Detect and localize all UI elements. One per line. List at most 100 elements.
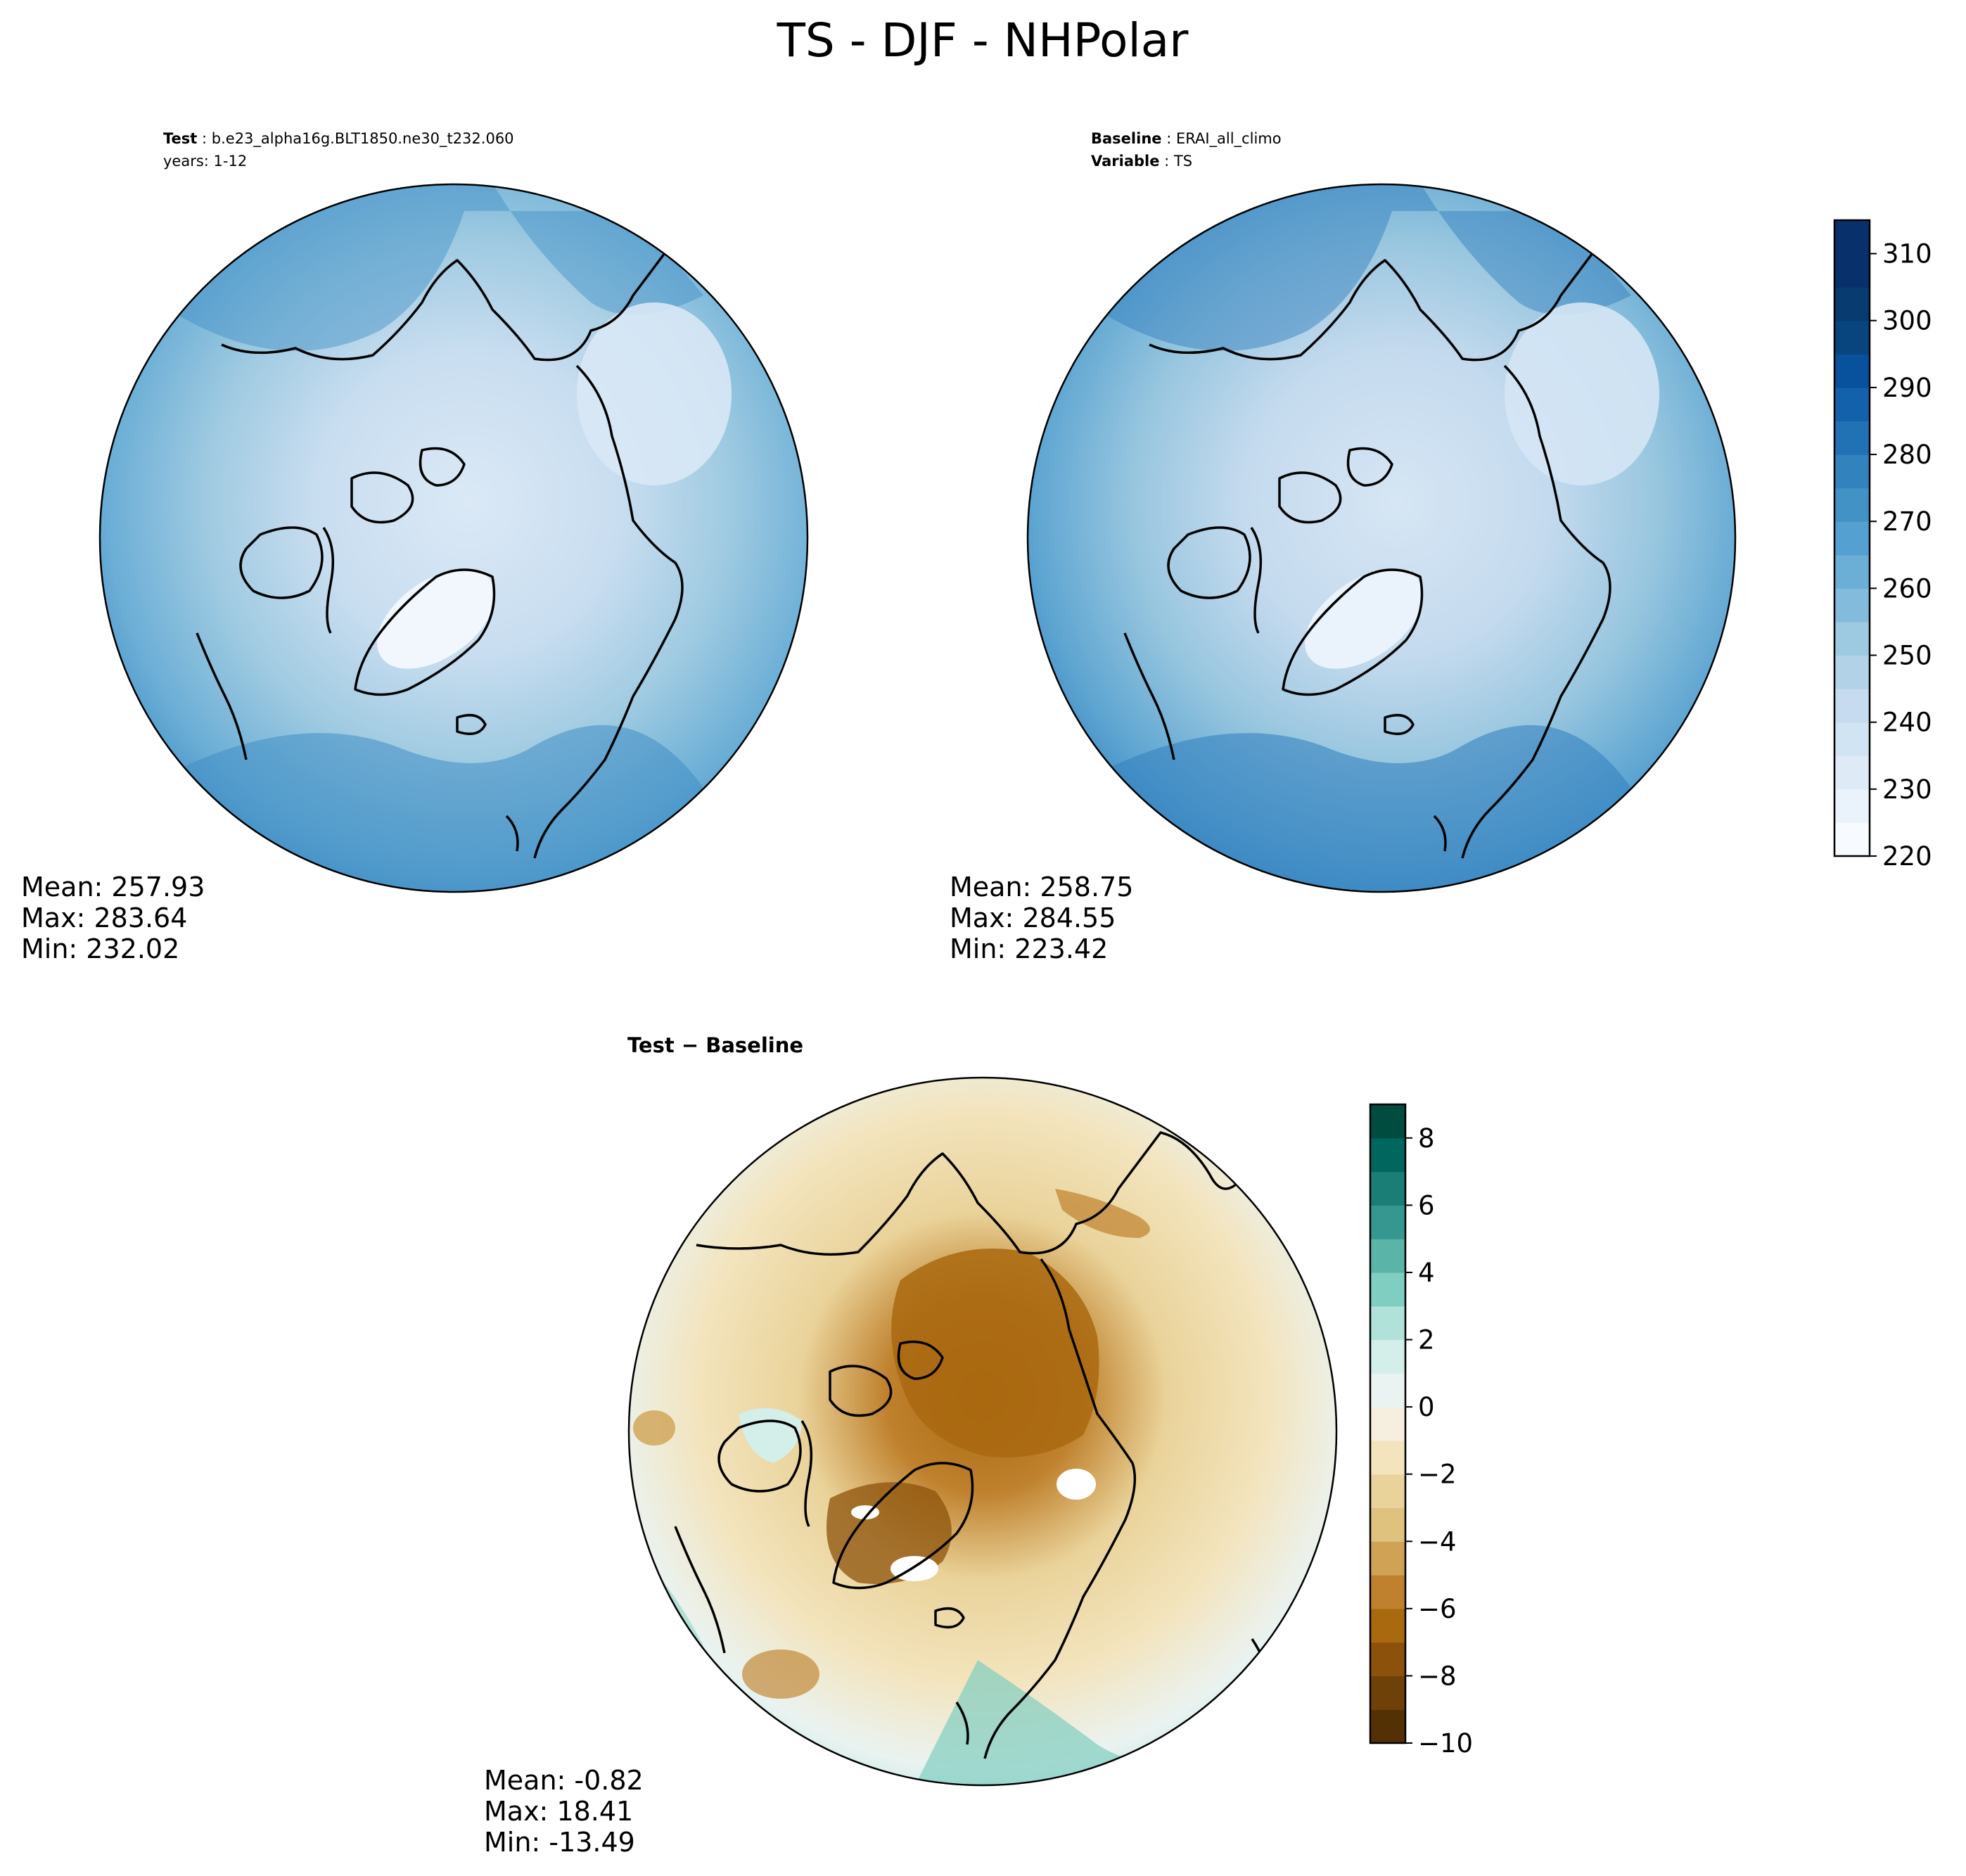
panel-baseline-coastlines <box>1123 238 1724 859</box>
panel-test-header-key: Test <box>163 130 197 147</box>
panel-baseline-map <box>1028 184 1735 892</box>
colorbar-diff-tick-label: 0 <box>1418 1392 1435 1422</box>
colorbar-diff-tick-label: 2 <box>1418 1325 1435 1355</box>
panel-baseline-max: Max: 284.55 <box>950 902 1116 933</box>
colorbar-ts-tick-label: 250 <box>1882 641 1932 671</box>
colorbar-ts-band <box>1834 588 1870 623</box>
colorbar-diff-band <box>1370 1306 1405 1341</box>
colorbar-diff-band <box>1370 1575 1405 1609</box>
colorbar-diff-tick-label: 4 <box>1418 1258 1435 1288</box>
panel-baseline-header-2: Variable : TS <box>1091 153 1192 170</box>
colorbar-diff-band <box>1370 1272 1405 1307</box>
panel-baseline-min: Min: 223.42 <box>950 933 1108 964</box>
colorbar-ts-band <box>1834 755 1870 790</box>
colorbar-ts-tick-label: 290 <box>1882 373 1932 403</box>
colorbar-diff-band <box>1370 1171 1405 1206</box>
colorbar-diff-band <box>1370 1507 1405 1542</box>
colorbar-ts-band <box>1834 655 1870 689</box>
panel-baseline-header-key: Baseline <box>1091 130 1162 147</box>
colorbar-diff-band <box>1370 1541 1405 1576</box>
panel-baseline-map-border <box>1026 183 1737 893</box>
panel-test-header: Test : b.e23_alpha16g.BLT1850.ne30_t232.… <box>163 130 514 148</box>
diff-contour-negative-siberia <box>1055 1189 1150 1238</box>
panel-test-mean: Mean: 257.93 <box>21 872 205 902</box>
panel-diff-title: Test − Baseline <box>627 1033 803 1057</box>
colorbar-ts-tick-label: 300 <box>1882 306 1932 336</box>
ts-contour-siberia-core <box>577 302 732 485</box>
diff-contour-missing-1 <box>1057 1469 1096 1500</box>
colorbar-ts-tick-label: 230 <box>1882 774 1932 805</box>
colorbar-diff-band <box>1370 1709 1405 1744</box>
panel-baseline-header-value: ERAI_all_climo <box>1176 130 1282 148</box>
colorbar-ts-band <box>1834 220 1870 255</box>
colorbar-ts-band <box>1834 454 1870 489</box>
panel-test-map-border <box>98 183 809 893</box>
colorbar-ts-band <box>1834 621 1870 656</box>
colorbar-diff-band <box>1370 1137 1405 1173</box>
colorbar-diff-band <box>1370 1239 1405 1273</box>
colorbar-ts-band <box>1834 421 1870 455</box>
colorbar-ts-tick-label: 260 <box>1882 573 1932 604</box>
colorbar-diff-band <box>1370 1642 1405 1677</box>
panel-test-header-value: b.e23_alpha16g.BLT1850.ne30_t232.060 <box>212 130 514 148</box>
colorbar-ts-band <box>1834 789 1870 824</box>
colorbar-ts-tick-label: 240 <box>1882 708 1932 738</box>
colorbar-diff-tick-label: −10 <box>1418 1728 1473 1759</box>
colorbar-diff-band <box>1370 1339 1405 1374</box>
panel-baseline: Baseline : ERAI_all_climo Variable : TS <box>950 130 1737 964</box>
colorbar-diff-tick-label: −4 <box>1418 1526 1457 1557</box>
colorbar-diff-tick-label: 6 <box>1418 1190 1435 1220</box>
colorbar-ts-band <box>1834 387 1870 422</box>
colorbar-ts-band <box>1834 521 1870 556</box>
panel-diff-min: Min: -13.49 <box>484 1827 635 1858</box>
colorbar-diff-band <box>1370 1407 1405 1441</box>
ts-contour-greenland-core <box>377 569 495 669</box>
panel-diff-coastlines <box>674 1131 1275 1759</box>
panel-diff: Test − Baseline <box>484 1033 1338 1858</box>
colorbar-diff-tick-label: 8 <box>1418 1123 1435 1154</box>
colorbar-diff-tick-label: −8 <box>1418 1661 1457 1691</box>
colorbar-diff-band <box>1370 1205 1405 1239</box>
colorbar-diff: −10 −8 −6 −4 −2 0 2 4 6 8 <box>1369 1103 1473 1759</box>
panel-test-map <box>100 184 808 892</box>
colorbar-ts-tick-label: 310 <box>1882 239 1932 269</box>
colorbar-diff-tick-label: −6 <box>1418 1594 1457 1624</box>
colorbar-ts-tick-label: 220 <box>1882 841 1932 872</box>
panel-diff-map <box>629 1078 1336 1785</box>
colorbar-ts-band <box>1834 320 1870 355</box>
colorbar-diff-band <box>1370 1104 1405 1139</box>
colorbar-diff-frame <box>1369 1103 1407 1744</box>
panel-baseline-header-1: Baseline : ERAI_all_climo <box>1091 130 1282 148</box>
colorbar-ts-band <box>1834 554 1870 589</box>
ts-contour-greenland-core <box>1305 569 1423 669</box>
ts-contour-siberia-core <box>1505 302 1659 485</box>
panel-test-max: Max: 283.64 <box>21 902 187 933</box>
ts-contour-ocean-north <box>169 184 703 351</box>
colorbar-diff-band <box>1370 1676 1405 1710</box>
panel-test-header-years: years: 1-12 <box>163 153 247 170</box>
ts-contour-ocean-north <box>1097 184 1631 351</box>
diff-contour-negative-pacific <box>742 1650 819 1699</box>
panel-diff-max: Max: 18.41 <box>484 1796 633 1827</box>
colorbar-ts-band <box>1834 689 1870 723</box>
panel-test: Test : b.e23_alpha16g.BLT1850.ne30_t232.… <box>21 130 809 964</box>
diff-contour-arctic-negative <box>891 1249 1099 1457</box>
colorbar-diff-band <box>1370 1373 1405 1408</box>
colorbar-ts-tick-label: 280 <box>1882 440 1932 470</box>
panel-baseline-variable-value: TS <box>1173 153 1192 170</box>
colorbar-ts-frame <box>1833 219 1871 857</box>
figure-title: TS - DJF - NHPolar <box>777 13 1189 68</box>
colorbar-diff-band <box>1370 1474 1405 1509</box>
colorbar-ts-band <box>1834 354 1870 388</box>
panel-diff-map-border <box>627 1076 1338 1787</box>
panel-baseline-variable-key: Variable <box>1091 153 1159 170</box>
panel-baseline-mean: Mean: 258.75 <box>950 872 1133 902</box>
colorbar-ts-band <box>1834 822 1870 857</box>
panel-diff-mean: Mean: -0.82 <box>484 1765 644 1796</box>
colorbar-ts-band <box>1834 287 1870 321</box>
panel-test-coastlines <box>196 238 796 859</box>
colorbar-ts-band <box>1834 487 1870 522</box>
colorbar-ts-tick-label: 270 <box>1882 506 1932 537</box>
colorbar-ts-band <box>1834 722 1870 756</box>
